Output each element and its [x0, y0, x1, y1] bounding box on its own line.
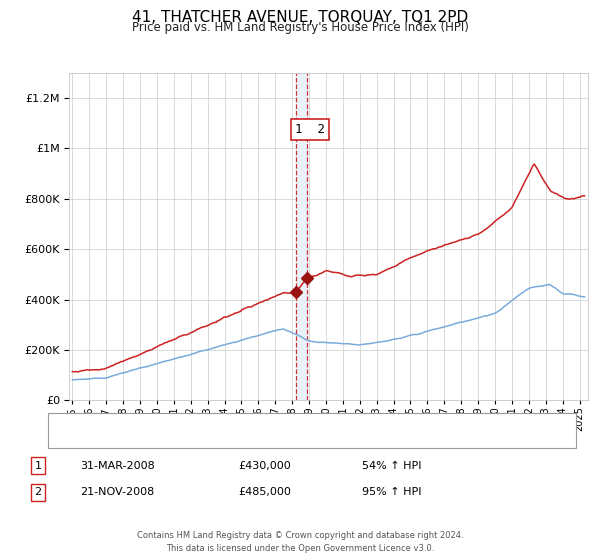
- Text: 1  2: 1 2: [295, 123, 325, 136]
- Text: 21-NOV-2008: 21-NOV-2008: [80, 487, 155, 497]
- Text: 31-MAR-2008: 31-MAR-2008: [80, 461, 155, 471]
- Text: HPI: Average price, detached house, Torbay: HPI: Average price, detached house, Torb…: [93, 435, 320, 444]
- Text: 1: 1: [35, 461, 41, 471]
- Text: Price paid vs. HM Land Registry's House Price Index (HPI): Price paid vs. HM Land Registry's House …: [131, 21, 469, 34]
- Text: 41, THATCHER AVENUE, TORQUAY, TQ1 2PD: 41, THATCHER AVENUE, TORQUAY, TQ1 2PD: [132, 10, 468, 25]
- Text: £485,000: £485,000: [238, 487, 291, 497]
- Text: £430,000: £430,000: [238, 461, 291, 471]
- Text: 41, THATCHER AVENUE, TORQUAY, TQ1 2PD (detached house): 41, THATCHER AVENUE, TORQUAY, TQ1 2PD (d…: [93, 418, 416, 428]
- Text: This data is licensed under the Open Government Licence v3.0.: This data is licensed under the Open Gov…: [166, 544, 434, 553]
- Text: 2: 2: [35, 487, 41, 497]
- Text: Contains HM Land Registry data © Crown copyright and database right 2024.: Contains HM Land Registry data © Crown c…: [137, 531, 463, 540]
- Text: 54% ↑ HPI: 54% ↑ HPI: [362, 461, 422, 471]
- Text: 95% ↑ HPI: 95% ↑ HPI: [362, 487, 422, 497]
- Bar: [296, 73, 307, 400]
